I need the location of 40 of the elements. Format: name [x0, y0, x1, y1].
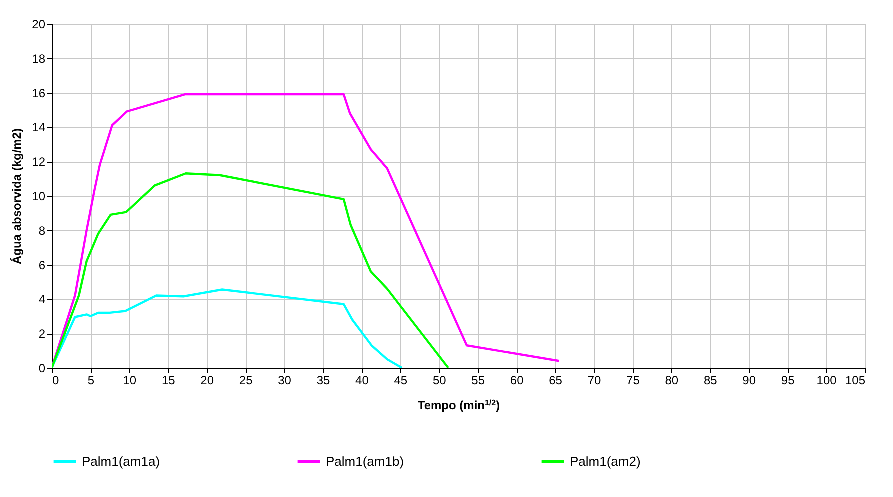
x-tick-label: 15: [162, 374, 176, 388]
y-tick-label: 16: [32, 86, 46, 100]
x-tick-label: 95: [781, 374, 796, 388]
x-tick-label: 85: [704, 374, 718, 388]
x-tick-label: 20: [200, 374, 214, 388]
line-series: [52, 288, 404, 368]
x-tick-label: 65: [549, 374, 563, 388]
x-tick-label: 100: [816, 374, 838, 388]
x-tick-label: 35: [316, 374, 330, 388]
x-tick-label: 55: [472, 374, 486, 388]
line-series: [52, 172, 450, 368]
y-tick-label: 6: [38, 258, 46, 272]
x-tick-label: 60: [510, 374, 524, 388]
x-tick-label: 5: [88, 374, 95, 388]
legend-label: Palm1(am2): [570, 454, 641, 469]
x-tick-label: 30: [278, 374, 292, 388]
x-tick-label: 50: [432, 374, 447, 388]
y-tick-label: 8: [38, 224, 46, 238]
y-tick-label: 18: [32, 52, 46, 66]
x-tick-label: 25: [239, 374, 254, 388]
y-tick-label: 12: [32, 155, 46, 170]
x-tick-label: 45: [394, 374, 408, 388]
x-tick-label: 105: [845, 374, 866, 388]
y-tick-label: 2: [38, 327, 46, 342]
x-tick-label: 0: [52, 374, 60, 388]
y-tick-label: 14: [32, 120, 46, 135]
legend-label: Palm1(am1b): [326, 454, 404, 469]
x-tick-label: 40: [356, 374, 370, 388]
x-tick-label: 75: [626, 374, 640, 388]
x-axis-title: Tempo (min$^{1/2}$): [418, 398, 500, 412]
y-axis-title: Água absorvida (kg/m2): [10, 128, 24, 265]
x-tick-label: 90: [742, 374, 756, 388]
x-tick-label: 10: [123, 374, 137, 388]
legend-label: Palm1(am1a): [82, 454, 160, 469]
x-tick-label: 80: [665, 374, 679, 388]
y-tick-label: 10: [32, 190, 46, 204]
x-tick-label: 70: [588, 374, 602, 388]
y-tick-label: 0: [38, 362, 46, 376]
y-tick-label: 20: [32, 18, 46, 32]
y-tick-label: 4: [38, 292, 46, 307]
